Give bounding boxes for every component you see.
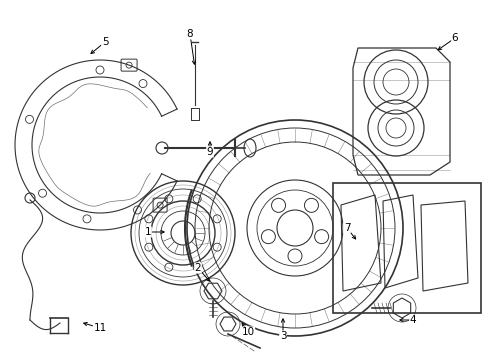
Text: 1: 1 (145, 227, 151, 237)
Text: 8: 8 (187, 29, 194, 39)
Text: 5: 5 (102, 37, 108, 47)
Text: 10: 10 (242, 327, 255, 337)
Text: 7: 7 (343, 223, 350, 233)
Text: 2: 2 (195, 263, 201, 273)
Text: 11: 11 (94, 323, 107, 333)
Text: 9: 9 (207, 147, 213, 157)
Text: 4: 4 (410, 315, 416, 325)
Text: 3: 3 (280, 331, 286, 341)
Text: 6: 6 (452, 33, 458, 43)
Bar (333, 183, 481, 313)
